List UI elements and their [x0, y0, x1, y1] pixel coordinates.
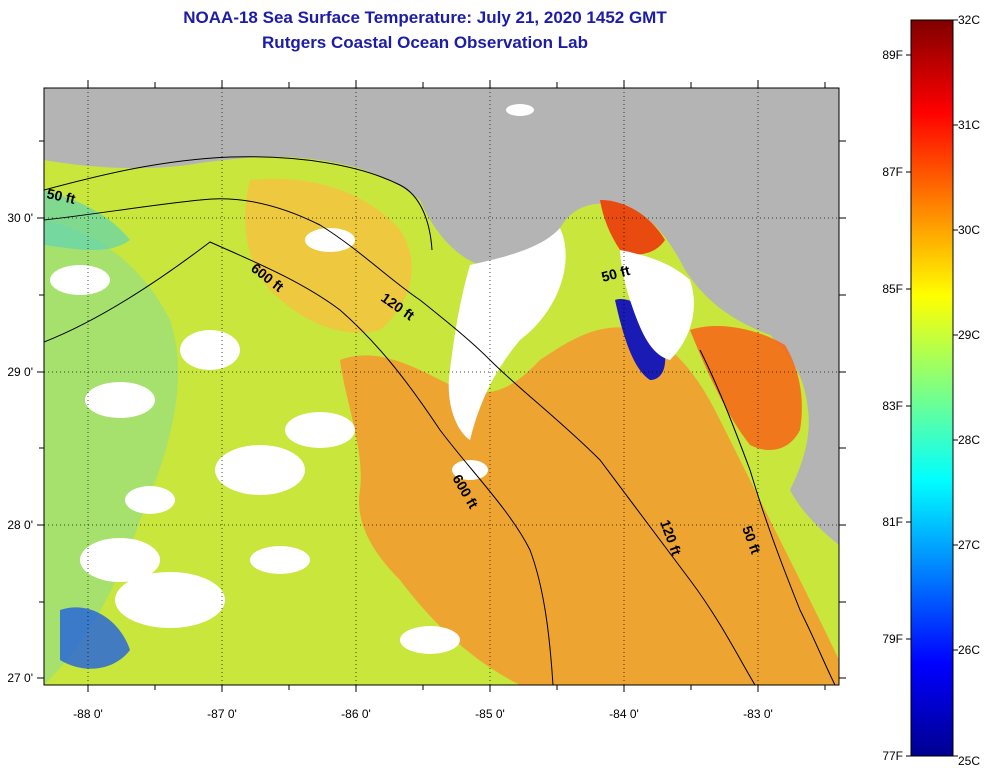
- contour-50ft-north: [44, 156, 433, 251]
- lon-tick-label: -84 0': [609, 707, 639, 721]
- fahrenheit-label: 77F: [882, 749, 903, 763]
- cool-zone-west: [44, 220, 179, 685]
- map-border: [43, 87, 840, 686]
- bathymetry-contours: [44, 156, 836, 685]
- warm-zone-bigbend: [600, 200, 665, 255]
- celsius-label: 26C: [958, 643, 980, 657]
- axis-ticks: [37, 80, 846, 692]
- contour-label: 50 ft: [45, 185, 77, 207]
- lat-tick-label: 30 0': [7, 211, 33, 225]
- lat-tick-label: 29 0': [7, 365, 33, 379]
- fahrenheit-label: 83F: [882, 399, 903, 413]
- fahrenheit-label: 89F: [882, 48, 903, 62]
- warm-zone-northeast: [690, 325, 802, 450]
- celsius-label: 31C: [958, 118, 980, 132]
- cool-zone-nearshore: [44, 190, 130, 250]
- color-bar-gradient: [910, 19, 954, 757]
- fahrenheit-label: 81F: [882, 515, 903, 529]
- celsius-label: 30C: [958, 223, 980, 237]
- fahrenheit-label: 85F: [882, 282, 903, 296]
- map-title: NOAA-18 Sea Surface Temperature: July 21…: [183, 8, 667, 27]
- warm-zone-shelf: [245, 178, 412, 333]
- contour-600ft: [44, 241, 554, 685]
- contour-50ft-east: [699, 349, 836, 685]
- lon-tick-label: -86 0': [341, 707, 371, 721]
- map-subtitle: Rutgers Coastal Ocean Observation Lab: [262, 33, 588, 52]
- cold-zone-southwest: [60, 607, 130, 669]
- lat-tick-label: 27 0': [7, 671, 33, 685]
- celsius-label: 32C: [958, 13, 980, 27]
- celsius-label: 27C: [958, 538, 980, 552]
- graticule: [44, 88, 839, 685]
- celsius-label: 28C: [958, 433, 980, 447]
- lon-tick-label: -87 0': [207, 707, 237, 721]
- lon-tick-label: -83 0': [743, 707, 773, 721]
- lon-tick-label: -85 0': [475, 707, 505, 721]
- contour-label: 50 ft: [600, 262, 632, 285]
- lon-tick-label: -88 0': [73, 707, 103, 721]
- fahrenheit-label: 87F: [882, 165, 903, 179]
- celsius-label: 29C: [958, 328, 980, 342]
- contour-120ft: [44, 198, 756, 685]
- fahrenheit-label: 79F: [882, 632, 903, 646]
- celsius-label: 25C: [958, 754, 980, 768]
- cloud-mask: [50, 104, 694, 654]
- lat-tick-label: 28 0': [7, 518, 33, 532]
- cold-zone-bigbend: [615, 299, 666, 380]
- color-bar: [906, 19, 958, 757]
